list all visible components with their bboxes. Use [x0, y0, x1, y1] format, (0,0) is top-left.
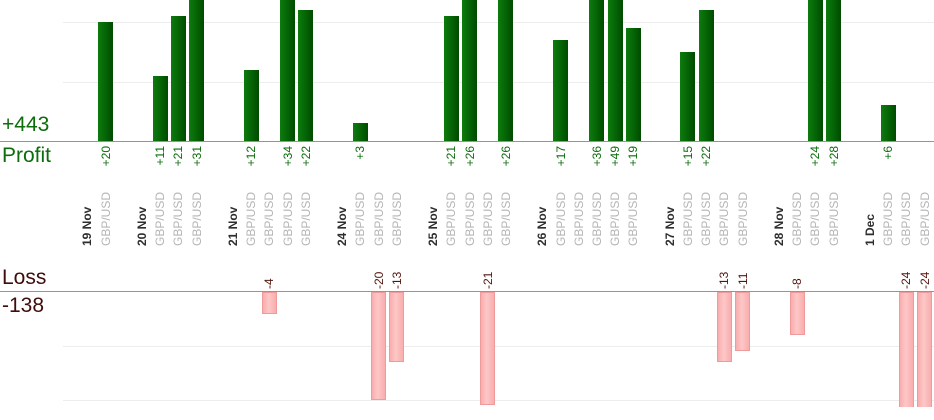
date-label: 26 Nov [535, 206, 550, 246]
profit-value-label: +49 [608, 146, 623, 167]
loss-value-label: -13 [389, 271, 404, 289]
date-label: 25 Nov [426, 206, 441, 246]
profit-bar [280, 0, 295, 141]
profit-value-label: +24 [808, 146, 823, 167]
profit-value-label: +28 [826, 146, 841, 167]
profit-bar [625, 28, 641, 141]
profit-bar [170, 16, 186, 141]
date-label: 20 Nov [134, 206, 149, 246]
profit-bar [553, 40, 568, 141]
profit-value-label: +17 [553, 146, 568, 167]
profit-value-label: +15 [680, 146, 695, 167]
loss-total-value: -138 [2, 294, 45, 317]
profit-value-label: +11 [153, 146, 168, 166]
profit-bar [243, 70, 259, 141]
loss-plot-area [0, 292, 934, 407]
loss-bar [898, 292, 914, 407]
profit-value-label: +22 [298, 146, 313, 167]
profit-value-label: +19 [626, 146, 641, 167]
profit-axis-title: Profit [2, 144, 52, 167]
profit-value-label: +34 [280, 146, 295, 167]
loss-bar [389, 292, 405, 362]
profit-bar [807, 0, 823, 141]
loss-value-label: -13 [717, 271, 732, 289]
profit-value-label: +3 [353, 146, 368, 160]
loss-value-label: -4 [262, 278, 277, 289]
loss-value-label: -24 [899, 271, 914, 289]
profit-value-label: +21 [171, 146, 186, 167]
loss-bar [735, 292, 750, 351]
loss-bar [371, 292, 386, 400]
date-label: 1 Dec [862, 213, 877, 246]
profit-bar [352, 123, 368, 141]
loss-axis-title: Loss [2, 266, 47, 289]
loss-gridline [63, 400, 934, 401]
profit-value-label: +20 [98, 146, 113, 167]
date-label: 24 Nov [335, 206, 350, 246]
profit-plot-area [0, 0, 934, 141]
loss-bar [480, 292, 496, 405]
date-label: 21 Nov [225, 206, 240, 246]
profit-total-value: +443 [2, 113, 50, 136]
loss-bar [716, 292, 732, 362]
profit-bar [498, 0, 514, 141]
profit-bar [189, 0, 204, 141]
profit-value-label: +36 [589, 146, 604, 167]
profit-bar [698, 10, 714, 141]
profit-value-label: +12 [244, 146, 259, 167]
date-label: 28 Nov [771, 206, 786, 246]
profit-value-label: +21 [444, 146, 459, 167]
date-label: 27 Nov [662, 206, 677, 246]
profit-bar [826, 0, 841, 141]
profit-bar [98, 22, 113, 141]
loss-value-label: -8 [790, 278, 805, 289]
profit-value-label: +31 [189, 146, 204, 167]
loss-value-label: -11 [735, 272, 750, 289]
profit-value-label: +26 [498, 146, 513, 167]
profit-value-label: +26 [462, 146, 477, 167]
profit-axis-line [0, 141, 934, 142]
profit-value-label: +22 [699, 146, 714, 167]
loss-gridline [63, 346, 934, 347]
profit-bar [880, 105, 896, 141]
loss-value-label: -21 [480, 271, 495, 289]
profit-bar [443, 16, 459, 141]
date-label: 19 Nov [80, 206, 95, 246]
instrument-label: GBP/USD [571, 191, 586, 246]
profit-bar [152, 76, 168, 141]
loss-axis-line [0, 291, 934, 292]
profit-bar [680, 52, 696, 141]
loss-value-label: -20 [371, 271, 386, 289]
profit-value-label: +6 [881, 146, 896, 160]
loss-value-label: -24 [917, 271, 932, 289]
profit-bar [589, 0, 605, 141]
loss-bar [261, 292, 277, 314]
profit-bar [462, 0, 477, 141]
profit-bar [607, 0, 623, 141]
loss-bar [917, 292, 932, 407]
loss-bar [789, 292, 805, 335]
profit-bar [298, 10, 314, 141]
